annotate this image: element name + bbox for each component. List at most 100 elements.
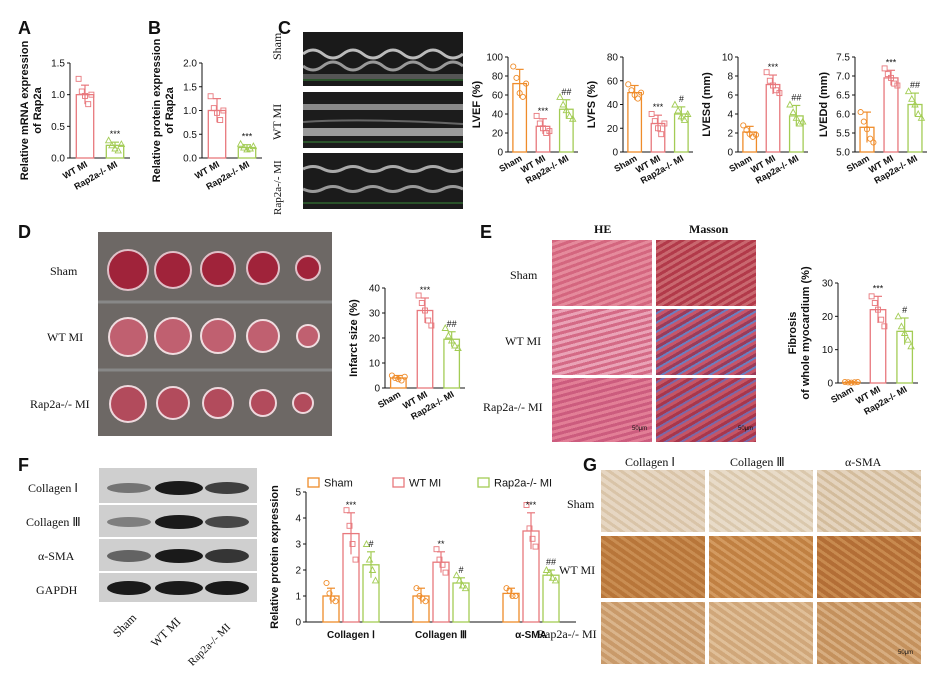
data-point — [651, 118, 658, 125]
ihc-row-label-rap2a-mi: Rap2a-/- MI — [537, 627, 597, 641]
ihc-collagen3-wt-mi — [709, 536, 813, 598]
data-point — [451, 341, 459, 349]
data-point — [655, 125, 661, 132]
data-point — [543, 130, 550, 136]
chart-c-lvef: 0 20 40 60 80 100 LVEF (%) Sham *** WT MI ## Rap2a-… — [470, 40, 585, 210]
data-point — [441, 324, 450, 331]
y-tick-label: 5.0 — [836, 148, 850, 159]
data-point — [766, 77, 773, 84]
data-point — [568, 114, 577, 122]
y-tick-label: 1.0 — [183, 106, 197, 117]
data-point — [680, 115, 689, 123]
data-point — [871, 300, 878, 306]
data-point — [529, 535, 536, 542]
data-point — [207, 93, 214, 100]
data-point — [352, 556, 359, 563]
data-point — [542, 566, 551, 573]
data-point — [519, 93, 526, 100]
data-point — [911, 100, 919, 108]
data-point — [433, 546, 440, 553]
data-point — [884, 71, 891, 78]
chart-d-infarct: 0 10 20 30 40 Infarct size (%) Sham *** WT MI ## R… — [335, 280, 475, 430]
significance-marker: ## — [791, 92, 801, 102]
chart-a-rap2a-mrna: 0.0 0.5 1.0 1.5 Relative mRNA expressionof R… — [19, 38, 150, 208]
y-tick-label: 1.0 — [51, 90, 65, 101]
y-tick-label: 20 — [607, 124, 619, 135]
y-tick-label: 5 — [295, 488, 301, 499]
histo-scalebar-masson: 50μm — [738, 426, 754, 432]
data-point — [789, 108, 797, 116]
y-tick-label: 0 — [827, 379, 833, 390]
significance-marker: *** — [653, 102, 664, 112]
ihc-asma-sham — [817, 470, 921, 532]
chart-b-rap2a-protein: 0.0 0.5 1.0 1.5 2.0 Relative protein expressi… — [150, 38, 280, 208]
significance-marker: *** — [768, 62, 779, 72]
data-point — [870, 139, 877, 146]
data-point — [513, 74, 520, 81]
echo-image-rap2a-mi — [303, 153, 463, 209]
data-point — [236, 139, 245, 147]
data-point — [461, 584, 470, 592]
chart-c-lvedd: 5.0 5.5 6.0 6.5 7.0 7.5 LVEDd (mm) Sham *** WT MI… — [815, 40, 940, 210]
significance-marker: ## — [546, 557, 556, 567]
data-point — [848, 379, 855, 386]
data-point — [422, 307, 428, 314]
bar — [627, 91, 643, 153]
y-tick-label: 6 — [727, 91, 733, 102]
data-point — [368, 566, 377, 573]
legend-swatch — [307, 477, 320, 488]
data-point — [891, 80, 898, 87]
data-point — [444, 331, 453, 339]
y-axis-label: Relative protein expression — [269, 485, 281, 629]
data-point — [346, 522, 353, 529]
data-point — [413, 585, 420, 592]
significance-marker: *** — [538, 106, 549, 116]
data-point — [770, 82, 776, 89]
y-tick-label: 2.0 — [183, 59, 197, 70]
echo-image-sham — [303, 32, 463, 86]
data-point — [442, 569, 449, 576]
histo-col-label-he: HE — [594, 222, 612, 236]
data-point — [323, 579, 330, 587]
y-tick-label: 10 — [369, 359, 381, 370]
chart-f-protein: 0 1 2 3 4 5 Relative protein expression Sham WT … — [258, 470, 588, 675]
data-point — [249, 142, 258, 150]
y-tick-label: 4 — [295, 514, 301, 525]
data-point — [365, 555, 374, 563]
data-point — [559, 100, 567, 108]
panel-letter-e: E — [480, 222, 493, 242]
data-point — [548, 573, 557, 581]
data-point — [860, 118, 867, 125]
data-point — [854, 378, 861, 386]
chart-c-lvesd: 0 2 4 6 8 10 LVESd (mm) Sham *** WT MI ## Rap2a-/- … — [700, 40, 815, 210]
y-axis-label: LVESd (mm) — [701, 72, 713, 137]
ihc-row-label-wt-mi: WT MI — [559, 563, 596, 577]
data-point — [436, 556, 443, 563]
data-point — [114, 146, 122, 154]
y-tick-label: 10 — [822, 345, 834, 356]
data-point — [108, 141, 116, 149]
histo-row-label-wt-mi: WT MI — [505, 334, 542, 348]
x-group-label: Collagen Ⅰ — [327, 630, 375, 641]
data-point — [867, 135, 874, 142]
data-point — [907, 342, 915, 350]
data-point — [455, 576, 464, 584]
data-point — [881, 65, 888, 72]
significance-marker: *** — [242, 132, 253, 142]
legend-swatch — [477, 477, 490, 488]
data-point — [740, 122, 747, 129]
y-tick-label: 20 — [822, 312, 834, 323]
data-point — [439, 561, 446, 568]
histo-scalebar-he: 50μm — [632, 426, 648, 432]
significance-marker: *** — [346, 500, 357, 510]
histo-masson-sham — [656, 240, 756, 306]
data-point — [536, 120, 543, 127]
y-axis-label: Relative protein expressionof Rap2a — [151, 38, 176, 182]
data-point — [795, 119, 804, 127]
significance-marker: ## — [561, 87, 571, 97]
histo-masson-rap2a-mi — [656, 378, 756, 442]
data-point — [510, 63, 517, 70]
data-point — [509, 592, 516, 600]
data-point — [671, 100, 679, 108]
y-tick-label: 1 — [295, 592, 301, 603]
